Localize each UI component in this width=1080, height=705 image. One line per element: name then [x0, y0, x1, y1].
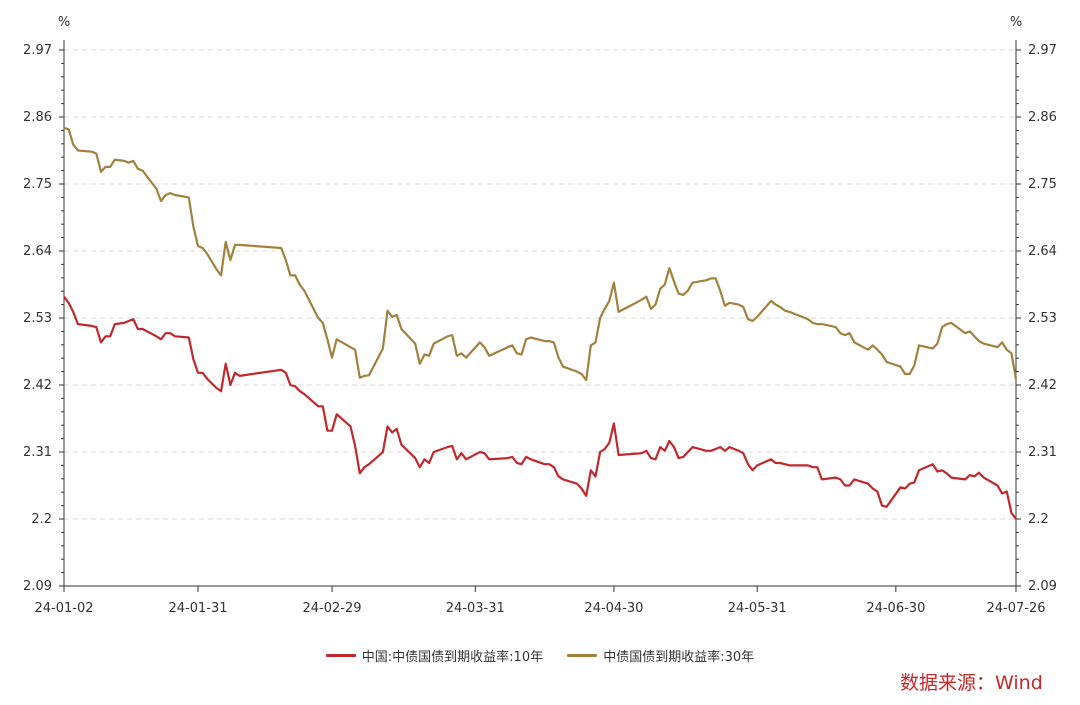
- y-tick-label-left: 2.09: [23, 579, 52, 594]
- data-source-note: 数据来源：Wind: [900, 672, 1043, 694]
- y-tick-label-right: 2.75: [1028, 177, 1057, 192]
- x-tick-label: 24-02-29: [303, 601, 362, 616]
- x-tick-label: 24-01-31: [169, 601, 228, 616]
- y-axis-unit-left: %: [58, 15, 70, 30]
- y-tick-label-left: 2.86: [23, 110, 52, 125]
- legend-swatch-10y: [325, 654, 356, 657]
- y-tick-label-left: 2.97: [23, 43, 52, 58]
- y-tick-label-right: 2.42: [1028, 378, 1057, 393]
- y-tick-label-left: 2.53: [23, 311, 52, 326]
- x-tick-label: 24-03-31: [446, 601, 505, 616]
- y-tick-label-right: 2.64: [1028, 244, 1057, 259]
- x-tick-label: 24-07-26: [986, 601, 1045, 616]
- x-tick-label: 24-04-30: [584, 601, 643, 616]
- y-tick-label-left: 2.75: [23, 177, 52, 192]
- y-tick-label-right: 2.86: [1028, 110, 1057, 125]
- y-tick-label-left: 2.64: [23, 244, 52, 259]
- legend-label-10y: 中国:中债国债到期收益率:10年: [361, 650, 544, 665]
- legend-swatch-30y: [567, 654, 598, 657]
- y-tick-label-right: 2.53: [1028, 311, 1057, 326]
- series-lines: [63, 126, 1018, 520]
- axes: 2.09 2.09 2.2 2.2 2.31 2.31 2.42 2.42 2.53 2.53 2.…: [23, 40, 1057, 616]
- grid: [64, 49, 1016, 520]
- x-tick-label: 24-05-31: [728, 601, 787, 616]
- y-tick-label-left: 2.42: [23, 378, 52, 393]
- y-tick-label-right: 2.97: [1028, 43, 1057, 58]
- x-tick-label: 24-01-02: [34, 601, 93, 616]
- y-axis-unit-right: %: [1010, 15, 1022, 30]
- y-tick-label-left: 2.2: [31, 512, 52, 527]
- y-tick-label-left: 2.31: [23, 445, 52, 460]
- x-tick-label: 24-06-30: [866, 601, 925, 616]
- series-line-10y: [63, 296, 1017, 520]
- y-tick-label-right: 2.31: [1028, 445, 1057, 460]
- legend: 中国:中债国债到期收益率:10年 中债国债到期收益率:30年: [0, 646, 1080, 665]
- legend-item-30y[interactable]: 中债国债到期收益率:30年: [567, 646, 754, 665]
- series-line-30y: [63, 126, 1018, 382]
- legend-label-30y: 中债国债到期收益率:30年: [603, 650, 755, 665]
- line-chart: 2.09 2.09 2.2 2.2 2.31 2.31 2.42 2.42 2.53 2.53 2.…: [23, 15, 1057, 616]
- legend-item-10y[interactable]: 中国:中债国债到期收益率:10年: [325, 646, 544, 665]
- y-tick-label-right: 2.2: [1028, 512, 1049, 527]
- y-tick-label-right: 2.09: [1028, 579, 1057, 594]
